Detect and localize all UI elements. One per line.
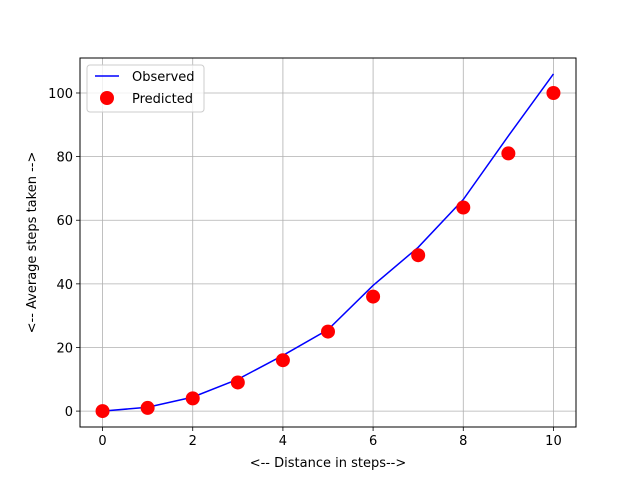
- series-layer: [95, 73, 561, 419]
- x-tick-label: 10: [545, 434, 562, 449]
- y-tick-label: 80: [56, 151, 73, 166]
- predicted-point: [501, 146, 516, 161]
- y-axis-label: <-- Average steps taken -->: [25, 152, 40, 334]
- predicted-point: [185, 391, 200, 406]
- x-tick-label: 4: [279, 434, 287, 449]
- y-tick-label: 100: [48, 87, 73, 102]
- legend-label: Observed: [132, 70, 195, 85]
- legend-marker-swatch: [100, 91, 114, 105]
- predicted-point: [230, 375, 245, 390]
- predicted-point: [546, 85, 561, 100]
- predicted-point: [140, 400, 155, 415]
- y-tick-label: 40: [56, 278, 73, 293]
- plot-frame: [79, 57, 577, 428]
- y-tick-label: 60: [56, 214, 73, 229]
- predicted-point: [411, 248, 426, 263]
- legend-label: Predicted: [132, 92, 193, 107]
- predicted-point: [366, 289, 381, 304]
- y-tick-label: 20: [56, 341, 73, 356]
- x-tick-label: 2: [189, 434, 197, 449]
- predicted-point: [456, 200, 471, 215]
- x-tick-label: 6: [369, 434, 377, 449]
- y-tick-label: 0: [65, 405, 73, 420]
- legend: Observed Predicted: [86, 64, 205, 113]
- x-tick-label: 8: [459, 434, 467, 449]
- x-axis-label: <-- Distance in steps-->: [250, 456, 407, 471]
- predicted-point: [321, 324, 335, 339]
- predicted-point: [275, 353, 290, 368]
- predicted-point: [95, 404, 110, 419]
- x-tick-label: 0: [98, 434, 106, 449]
